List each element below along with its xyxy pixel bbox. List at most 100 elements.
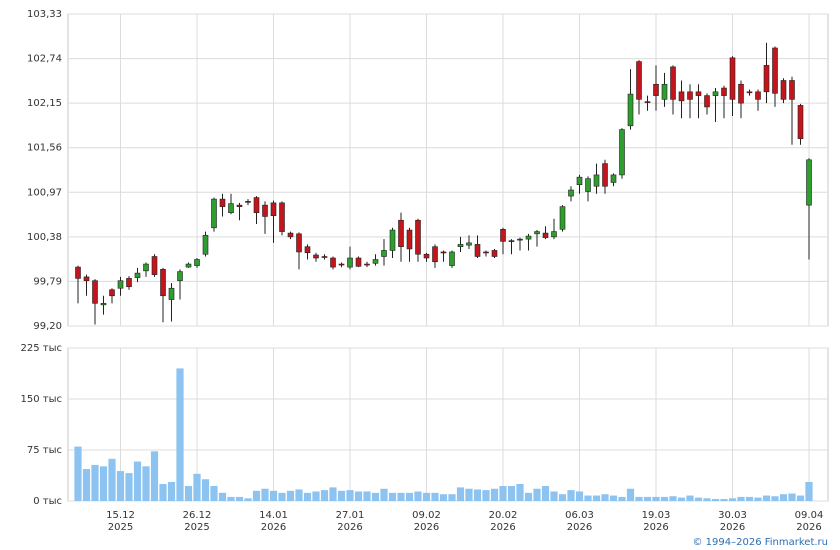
- candle-body: [347, 257, 353, 268]
- volume-bar: [796, 495, 805, 501]
- volume-bar: [473, 489, 482, 501]
- volume-bar: [414, 491, 422, 501]
- volume-bar: [388, 492, 397, 501]
- candle-body: [772, 47, 778, 94]
- volume-bar: [91, 464, 99, 501]
- x-tick-label: 27.01 2026: [336, 510, 365, 533]
- candle-body: [202, 235, 209, 255]
- candle-body: [789, 80, 795, 100]
- volume-bar: [303, 492, 312, 501]
- volume-bar: [269, 490, 278, 501]
- y-tick-label: 225 тыс: [21, 343, 62, 354]
- volume-bar: [371, 492, 380, 501]
- volume-bar: [592, 495, 601, 501]
- volume-bar: [635, 496, 643, 501]
- volume-bar: [567, 490, 575, 501]
- candle-body: [440, 251, 447, 254]
- candle-body: [483, 251, 489, 254]
- candle-body: [245, 201, 251, 203]
- volume-bar: [456, 487, 465, 501]
- candle-body: [729, 57, 736, 100]
- candle-body: [304, 246, 311, 254]
- volume-bar: [524, 492, 533, 501]
- candle-body: [211, 198, 217, 229]
- candle-body: [746, 91, 753, 94]
- y-tick-label: 0 тыс: [33, 496, 62, 507]
- volume-bar: [439, 494, 448, 501]
- candle-body: [423, 253, 430, 259]
- candle-body: [313, 254, 319, 259]
- candle-body: [372, 259, 379, 264]
- volume-bar: [601, 494, 609, 501]
- volume-bar: [728, 498, 737, 501]
- volume-bar: [584, 495, 592, 501]
- candle-body: [321, 256, 328, 258]
- candle-body: [134, 272, 141, 278]
- candle-body: [432, 246, 438, 263]
- candle-body: [627, 93, 634, 127]
- volume-bar: [167, 481, 176, 501]
- candle-body: [636, 61, 642, 100]
- x-tick-label: 30.03 2026: [718, 510, 747, 533]
- candle-body: [508, 240, 515, 242]
- volume-bar: [431, 492, 439, 501]
- candle-body: [83, 276, 90, 281]
- candle-body: [160, 269, 166, 297]
- volume-bar: [405, 492, 414, 501]
- candle-body: [602, 163, 608, 187]
- volume-bar: [278, 492, 286, 501]
- candle-body: [661, 83, 668, 100]
- candle-body: [168, 287, 175, 300]
- candle-body: [143, 263, 149, 272]
- volume-bar: [422, 492, 431, 501]
- candle-body: [474, 244, 481, 257]
- candle-body: [117, 280, 124, 289]
- candle-body: [678, 91, 685, 102]
- volume-bar: [312, 491, 320, 501]
- candle-body: [92, 280, 98, 304]
- volume-bar: [694, 497, 703, 501]
- y-tick-label: 100,38: [27, 232, 62, 243]
- candle-body: [466, 242, 472, 246]
- candle-body: [389, 229, 396, 251]
- volume-bar: [677, 497, 686, 501]
- candle-body: [712, 91, 719, 96]
- volume-bar: [558, 494, 567, 501]
- volume-bar: [320, 490, 329, 501]
- volume-bar: [779, 494, 788, 501]
- volume-bar: [660, 496, 669, 501]
- candle-body: [755, 91, 761, 100]
- candle-body: [610, 174, 617, 183]
- candle-body: [551, 231, 557, 238]
- volume-bar: [720, 498, 728, 501]
- candle-body: [619, 129, 625, 176]
- volume-bar: [116, 471, 125, 501]
- volume-bar: [643, 496, 652, 501]
- volume-bar: [142, 466, 150, 501]
- volume-bar: [490, 488, 499, 501]
- volume-bar: [550, 491, 558, 501]
- candle-body: [185, 263, 192, 268]
- volume-bar: [711, 498, 720, 501]
- volume-bar: [686, 495, 694, 501]
- copyright: © 1994–2026 Finmarket.ru: [692, 537, 828, 548]
- volume-bar: [218, 492, 227, 501]
- y-tick-label: 102,74: [27, 54, 62, 65]
- candle-body: [228, 203, 234, 213]
- candle-body: [542, 232, 549, 238]
- volume-bar: [465, 488, 473, 501]
- candle-body: [797, 105, 804, 139]
- candle-body: [457, 244, 464, 247]
- candle-body: [687, 91, 693, 100]
- volume-bar: [737, 496, 745, 501]
- candle-body: [559, 206, 566, 230]
- candle-body: [517, 238, 523, 241]
- candle-body: [568, 189, 574, 197]
- volume-bar: [337, 490, 346, 501]
- volume-bar: [754, 497, 762, 501]
- volume-bar: [652, 496, 660, 501]
- volume-bar: [176, 368, 184, 501]
- volume-bar: [541, 486, 550, 501]
- volume-bar: [261, 488, 269, 501]
- volume-bar: [150, 451, 159, 501]
